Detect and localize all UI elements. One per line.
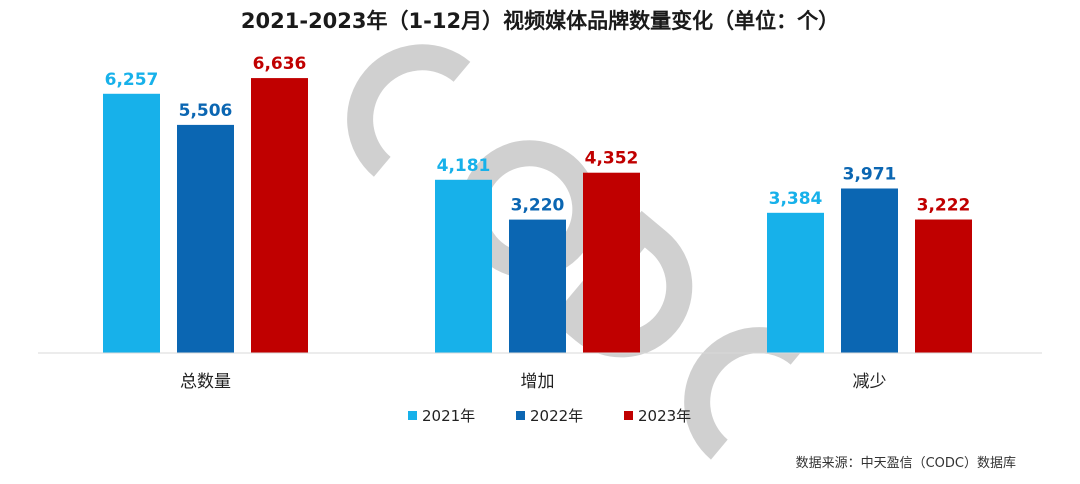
bars-layer [103, 78, 972, 353]
bar-2-1 [435, 179, 492, 353]
bar-1-3 [251, 78, 308, 353]
value-label-3-2: 3,971 [843, 164, 897, 184]
value-label-3-3: 3,222 [917, 196, 971, 216]
bar-1-1 [103, 93, 160, 353]
bar-3-1 [767, 212, 824, 353]
legend-label-2: 2022年 [530, 407, 583, 425]
category-label-3: 减少 [853, 372, 887, 392]
category-labels: 总数量 增加 减少 [180, 372, 887, 392]
category-label-1: 总数量 [180, 372, 231, 392]
bar-1-2 [177, 124, 234, 353]
value-labels-layer: 6,257 5,506 6,636 4,181 3,220 4,352 3,384 3,971… [105, 54, 971, 216]
value-label-2-1: 4,181 [437, 156, 491, 176]
value-label-2-2: 3,220 [511, 196, 565, 216]
bar-2-3 [583, 172, 640, 353]
value-label-3-1: 3,384 [769, 189, 823, 209]
legend-label-1: 2021年 [422, 407, 475, 425]
legend-label-3: 2023年 [638, 407, 691, 425]
source-note: 数据来源：中天盈信（CODC）数据库 [796, 455, 1016, 471]
bar-3-3 [915, 219, 972, 353]
category-label-2: 增加 [521, 372, 555, 392]
bar-3-2 [841, 188, 898, 353]
chart-title: 2021-2023年（1-12月）视频媒体品牌数量变化（单位：个） [241, 9, 839, 33]
codc-watermark [347, 44, 808, 460]
legend-swatch-3 [624, 411, 633, 420]
value-label-1-1: 6,257 [105, 70, 159, 90]
legend-swatch-1 [408, 411, 417, 420]
watermark-letter-c1 [347, 44, 471, 177]
legend-swatch-2 [516, 411, 525, 420]
value-label-1-2: 5,506 [179, 101, 233, 121]
value-label-1-3: 6,636 [253, 54, 307, 74]
watermark-letter-o [460, 140, 599, 279]
value-label-2-3: 4,352 [585, 149, 639, 169]
legend: 2021年 2022年 2023年 [408, 407, 691, 425]
bar-2-2 [509, 219, 566, 353]
